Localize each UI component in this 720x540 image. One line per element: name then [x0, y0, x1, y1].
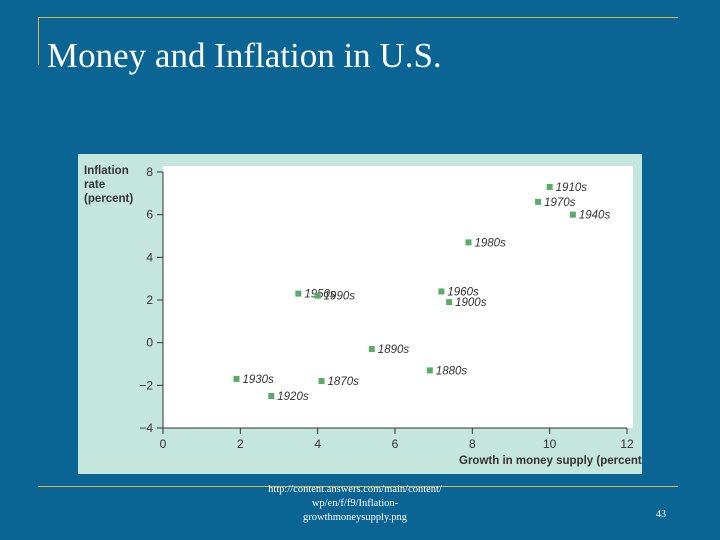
point-label-1870s: 1870s [328, 376, 360, 388]
data-point-1980s [465, 239, 472, 246]
x-tick-label: 10 [543, 437, 557, 451]
data-point-1940s [569, 211, 576, 218]
data-point-1880s [426, 367, 433, 374]
point-label-1940s: 1940s [579, 210, 611, 222]
data-point-1990s [314, 292, 321, 299]
x-tick-label: 4 [314, 437, 321, 451]
y-tick-label: −4 [139, 421, 153, 435]
x-axis-label: Growth in money supply (percent) [459, 455, 642, 467]
bottom-accent-line [38, 486, 678, 487]
slide-title: Money and Inflation in U.S. [47, 36, 442, 75]
data-point-1900s [446, 299, 453, 306]
x-tick-label: 8 [469, 437, 476, 451]
x-tick-label: 2 [237, 437, 244, 451]
source-line: wp/en/f/f9/Inflation- [311, 498, 399, 509]
data-point-1870s [318, 378, 325, 385]
point-label-1910s: 1910s [556, 182, 588, 194]
data-point-1890s [368, 346, 375, 353]
data-point-1920s [268, 393, 275, 399]
data-point-1930s [233, 375, 240, 382]
x-tick-label: 12 [620, 437, 634, 451]
page-number: 43 [656, 509, 666, 520]
data-point-1910s [546, 183, 553, 190]
source-line: growthmoneysupply.png [302, 512, 408, 523]
y-tick-label: −2 [139, 378, 153, 392]
left-accent-line [38, 17, 39, 65]
data-point-1960s [438, 288, 445, 295]
source-url-note: http://content.answers.com/main/content/… [230, 483, 480, 525]
point-label-1920s: 1920s [277, 391, 309, 403]
data-point-1950s [295, 290, 302, 297]
chart-panel: 0 2 4 6 8 10 12 −4 −2 0 2 4 6 8 1910s 1970s 1940s 1980s 1… [78, 154, 642, 474]
point-label-1900s: 1900s [455, 297, 487, 309]
y-axis-label: Inflation rate (percent) [84, 165, 133, 205]
y-tick-label: 2 [146, 293, 153, 307]
y-axis-label-line: rate [84, 179, 105, 191]
y-tick-label: 0 [146, 336, 153, 350]
point-label-1880s: 1880s [436, 365, 468, 377]
data-points: 1910s1970s1940s1980s1950s1990s1960s1900s… [233, 182, 610, 403]
data-point-1970s [535, 198, 542, 205]
source-line: http://content.answers.com/main/content/ [268, 484, 442, 495]
plot-area [163, 166, 633, 428]
y-tick-label: 6 [146, 208, 153, 222]
x-tick-label: 0 [160, 437, 167, 451]
x-tick-label: 6 [392, 437, 399, 451]
point-label-1930s: 1930s [242, 374, 274, 386]
point-label-1990s: 1990s [324, 291, 356, 303]
axes: 0 2 4 6 8 10 12 −4 −2 0 2 4 6 8 [139, 165, 634, 451]
y-axis-label-line: (percent) [84, 193, 133, 205]
point-label-1890s: 1890s [378, 344, 410, 356]
point-label-1970s: 1970s [544, 197, 576, 209]
point-label-1960s: 1960s [447, 286, 479, 298]
y-tick-label: 4 [146, 250, 153, 264]
y-tick-label: 8 [146, 165, 153, 179]
point-label-1980s: 1980s [474, 237, 506, 249]
y-axis-label-line: Inflation [84, 165, 129, 177]
top-accent-line [38, 17, 678, 18]
